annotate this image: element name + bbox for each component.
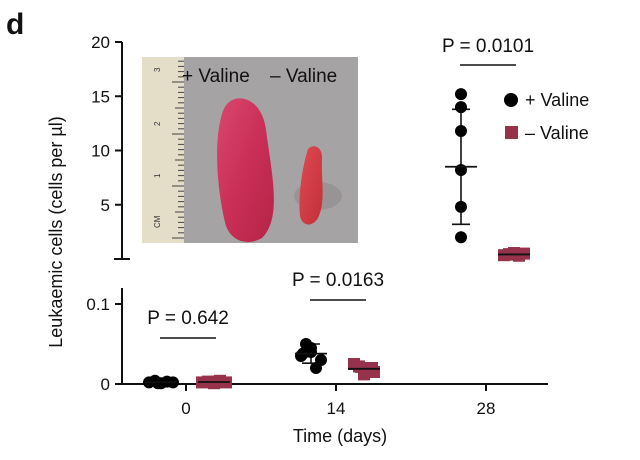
ruler-label-1: 1 [153, 173, 162, 178]
y-tick-label-upper-3: 20 [91, 33, 110, 52]
legend-label-plus-valine: + Valine [525, 90, 589, 110]
ruler-ticks [172, 60, 184, 239]
data-point-0-28-0 [455, 88, 467, 101]
legend-label-minus-valine: – Valine [525, 123, 589, 143]
photo-label-plus-valine: + Valine [182, 66, 250, 87]
y-axis-title: Leukaemic cells (cells per µl) [46, 116, 66, 347]
y-tick-label-upper-0: 5 [101, 196, 110, 215]
inset-photo: CM 1 2 3 + Valine – Valine [142, 57, 358, 243]
axes: 5 10 15 20 0 0.1 0 14 28 [86, 33, 548, 418]
y-tick-label-upper-1: 10 [91, 142, 110, 161]
ruler-label-cm: CM [153, 215, 162, 228]
y-tick-label-lower-0: 0 [101, 375, 110, 394]
data-marks [143, 88, 530, 390]
legend-marker-plus-valine [504, 93, 518, 107]
spleen-plus-valine [217, 98, 274, 242]
data-point-0-28-2 [455, 124, 467, 137]
data-point-0-28-3 [455, 164, 467, 177]
legend: + Valine – Valine [504, 90, 589, 143]
p-value-label-2: P = 0.0101 [442, 36, 534, 57]
p-value-label-1: P = 0.0163 [292, 270, 384, 291]
x-tick-label-1: 14 [327, 399, 346, 418]
spleen-minus-valine [299, 146, 323, 225]
data-point-0-28-1 [455, 101, 467, 114]
data-point-0-14-4 [310, 362, 322, 374]
data-point-0-0-5 [152, 377, 164, 390]
panel-letter: d [6, 8, 24, 41]
annotations: P = 0.642 P = 0.0163 P = 0.0101 [147, 36, 534, 339]
x-axis-title: Time (days) [293, 426, 387, 446]
ruler [142, 57, 184, 243]
p-value-label-0: P = 0.642 [147, 308, 229, 329]
y-tick-label-lower-1: 0.1 [86, 295, 110, 314]
x-tick-label-2: 28 [477, 399, 496, 418]
ruler-label-3: 3 [153, 67, 162, 72]
ruler-label-2: 2 [153, 121, 162, 126]
legend-marker-minus-valine [505, 126, 518, 139]
data-point-0-28-4 [455, 200, 467, 213]
photo-label-minus-valine: – Valine [270, 66, 337, 87]
data-point-0-28-5 [455, 231, 467, 244]
y-tick-label-upper-2: 15 [91, 87, 110, 106]
x-tick-label-0: 0 [181, 399, 190, 418]
